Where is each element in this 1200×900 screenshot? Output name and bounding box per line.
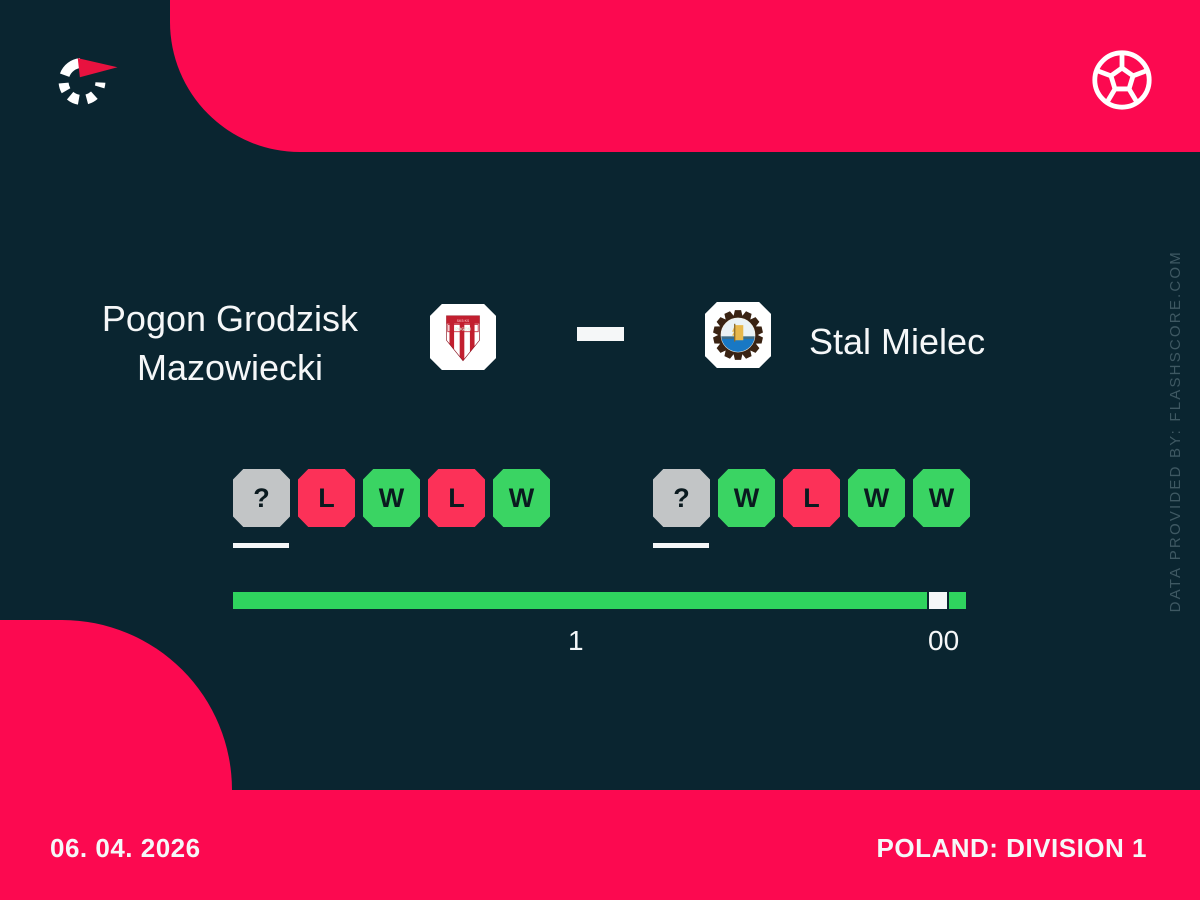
svg-text:POGON: POGON (455, 326, 470, 331)
svg-text:SKS·KS: SKS·KS (457, 319, 470, 323)
